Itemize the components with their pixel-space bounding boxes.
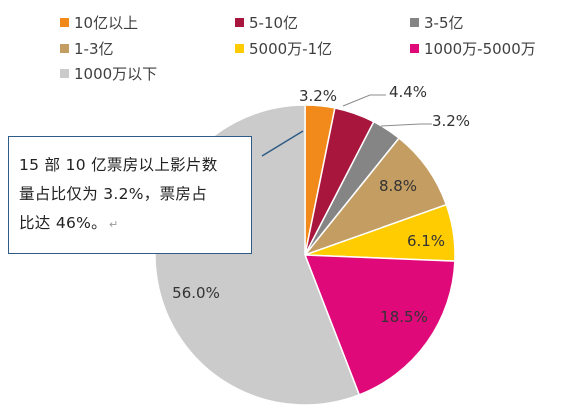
annotation-line: 15 部 10 亿票房以上影片数 <box>19 156 218 174</box>
legend-item: 1000万-5000万 <box>410 38 536 59</box>
legend-item: 10亿以上 <box>60 12 138 33</box>
legend-label: 10亿以上 <box>74 14 139 32</box>
return-mark: ↵ <box>108 218 119 231</box>
legend-label: 5000万-1亿 <box>249 40 333 58</box>
legend-item: 3-5亿 <box>410 12 464 33</box>
pie-slice <box>303 254 456 396</box>
legend-label: 3-5亿 <box>424 14 464 32</box>
legend-swatch <box>60 18 69 27</box>
slice-value-label: 56.0% <box>172 284 220 302</box>
legend-swatch <box>235 18 244 27</box>
legend-swatch <box>60 44 69 53</box>
leader-line <box>380 123 432 127</box>
legend-swatch <box>60 69 69 78</box>
slice-value-label: 6.1% <box>407 232 445 250</box>
legend-swatch <box>410 44 419 53</box>
leader-lines <box>342 94 432 127</box>
annotation-line: 比达 46%。 ↵ <box>19 209 241 239</box>
pie-slice <box>302 137 448 257</box>
legend-label: 1-3亿 <box>74 40 114 58</box>
legend: 10亿以上 5-10亿 3-5亿 1-3亿 5000万-1亿 1000万-500… <box>0 0 572 90</box>
annotation-callout: 15 部 10 亿票房以上影片数 量占比仅为 3.2%，票房占 比达 46%。 ↵ <box>8 136 252 254</box>
slice-value-label: 4.4% <box>389 83 427 101</box>
slice-value-label: 3.2% <box>299 87 337 105</box>
annotation-line: 量占比仅为 3.2%，票房占 <box>19 185 208 203</box>
legend-item: 1000万以下 <box>60 63 157 84</box>
legend-item: 1-3亿 <box>60 38 114 59</box>
callout-pointer <box>261 130 304 157</box>
legend-label: 5-10亿 <box>249 14 299 32</box>
legend-item: 5000万-1亿 <box>235 38 332 59</box>
slice-value-label: 18.5% <box>380 308 428 326</box>
slice-labels: 3.2% 4.4% 3.2% 8.8% 6.1% 18.5% 56.0% <box>172 83 470 326</box>
slice-value-label: 8.8% <box>379 177 417 195</box>
legend-swatch <box>410 18 419 27</box>
legend-item: 5-10亿 <box>235 12 298 33</box>
legend-label: 1000万-5000万 <box>424 40 536 58</box>
leader-line <box>342 94 386 107</box>
annotation-text: 比达 46%。 <box>19 214 107 232</box>
legend-label: 1000万以下 <box>74 65 158 83</box>
slice-value-label: 3.2% <box>432 112 470 130</box>
legend-swatch <box>235 44 244 53</box>
